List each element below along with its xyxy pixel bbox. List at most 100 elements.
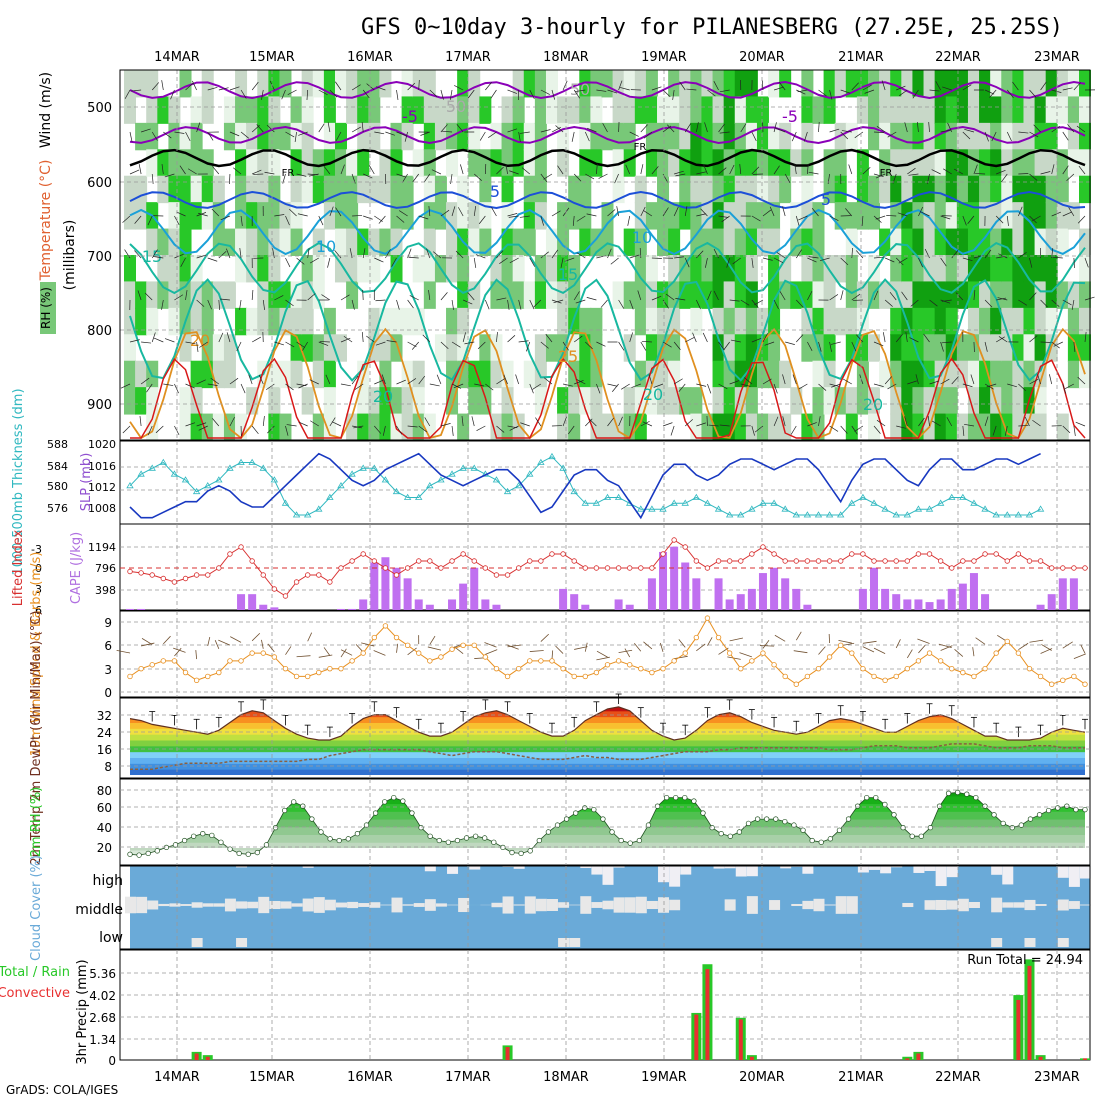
rh-cell xyxy=(1012,334,1025,362)
wind-barb xyxy=(600,299,608,308)
rh-cell xyxy=(1056,413,1069,441)
wind-barb xyxy=(251,425,259,435)
wind-barb xyxy=(454,85,464,91)
wind-barb xyxy=(585,418,593,427)
rh-cell xyxy=(146,96,159,124)
wind-barb xyxy=(141,642,155,647)
thickness-point xyxy=(514,482,523,489)
wind-barb xyxy=(586,213,597,217)
precip-convective-bar xyxy=(694,1014,699,1060)
cape-bar xyxy=(425,604,434,610)
rh-cell xyxy=(945,149,958,177)
wind-barb xyxy=(730,339,741,343)
thickness-point xyxy=(848,499,856,506)
wind-barb xyxy=(572,215,575,226)
rh-point xyxy=(1009,824,1015,831)
wind-barb xyxy=(984,131,989,142)
wind-barb xyxy=(307,248,310,259)
lifted-index-point xyxy=(560,551,566,557)
wind-speed-point xyxy=(338,665,344,672)
rh-point xyxy=(582,805,588,811)
wind-barb xyxy=(575,299,586,304)
wind-barb xyxy=(1062,425,1071,434)
lifted-index-point xyxy=(949,565,955,571)
rh-cell xyxy=(823,175,836,204)
rh-cell xyxy=(468,387,481,415)
rh-cell xyxy=(490,334,503,362)
rh-cell xyxy=(490,413,503,441)
wind-barb xyxy=(962,257,973,262)
lifted-index-point xyxy=(782,558,788,564)
wind-barb xyxy=(361,642,375,647)
rh-point xyxy=(218,839,224,845)
cloud-low xyxy=(569,938,581,947)
wind-barb xyxy=(904,416,908,427)
wind-barb xyxy=(1029,173,1038,181)
cape-tick: 1194 xyxy=(88,541,116,554)
wind-barb xyxy=(440,341,449,350)
wind-barb xyxy=(929,299,938,307)
rh-cell xyxy=(1001,122,1014,151)
rh-cell xyxy=(668,334,681,362)
rh-cell xyxy=(168,202,181,230)
cloud-middle xyxy=(802,900,814,910)
wind-barb xyxy=(285,299,294,307)
wind-barb xyxy=(696,383,707,387)
rh-cell xyxy=(623,387,636,415)
rh-cell xyxy=(912,96,925,124)
rh-cell xyxy=(601,413,614,441)
rh-cell xyxy=(468,149,481,177)
wind-barb xyxy=(762,378,772,385)
wind-barb xyxy=(1029,639,1044,643)
rh-cell xyxy=(368,228,381,256)
thickness-axis-label: 1000-500mb Thickness (dm) xyxy=(11,388,26,575)
wind-barb xyxy=(1029,131,1039,138)
wind-barb xyxy=(634,643,642,652)
rh-cell xyxy=(801,149,814,177)
rh-cell xyxy=(756,122,769,151)
wind-barb xyxy=(120,383,131,389)
rh-cell xyxy=(457,307,470,336)
wind-barb xyxy=(258,374,264,385)
rh-cell xyxy=(235,228,248,256)
temp-band xyxy=(130,757,1085,764)
wind-barb xyxy=(629,299,634,310)
rh-cell xyxy=(523,149,536,177)
wind-barb xyxy=(618,80,623,91)
wind-barb xyxy=(122,215,131,223)
wind-barb xyxy=(192,80,197,91)
rh-cell xyxy=(701,149,714,177)
wind-barb xyxy=(361,332,364,343)
rh-cell xyxy=(868,96,881,124)
rh-cell xyxy=(890,387,903,415)
rh-cell xyxy=(668,360,681,389)
wind-barb xyxy=(163,635,171,645)
rh-cell xyxy=(690,281,703,309)
wind-barb xyxy=(895,639,901,649)
rh-cell xyxy=(712,228,725,256)
rh-cell xyxy=(945,96,958,124)
rh-cell xyxy=(701,96,714,124)
cloud-middle xyxy=(313,897,325,913)
wind-barb xyxy=(298,131,308,136)
thickness-point xyxy=(770,499,778,506)
contour-label: 10 xyxy=(316,237,336,256)
wind-barb xyxy=(576,215,586,222)
wind-barb xyxy=(474,173,482,181)
wind-speed-point xyxy=(937,658,944,664)
lifted-index-point xyxy=(804,558,811,564)
rh-cell xyxy=(634,255,647,283)
thickness-point xyxy=(215,476,223,483)
rh-cell xyxy=(990,70,1003,98)
wind-barb xyxy=(428,290,431,301)
precip-convective-bar xyxy=(1083,1058,1087,1060)
wind-barb xyxy=(351,375,359,385)
thickness-point xyxy=(326,493,334,500)
wind-barb xyxy=(996,297,1007,301)
wind-barb xyxy=(662,341,672,348)
rh-cell xyxy=(468,96,481,124)
date-label: 18MAR xyxy=(543,50,589,65)
rh-cell xyxy=(135,202,148,230)
thickness-point xyxy=(459,464,467,471)
